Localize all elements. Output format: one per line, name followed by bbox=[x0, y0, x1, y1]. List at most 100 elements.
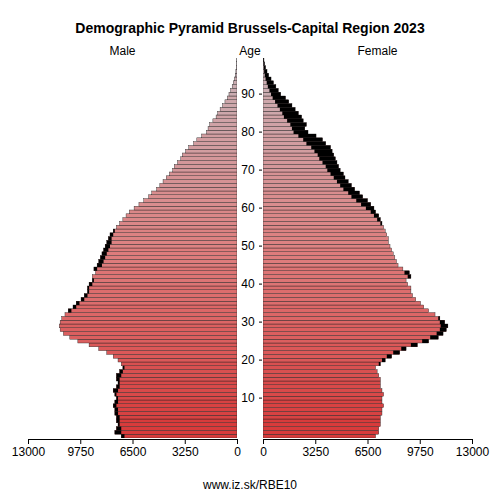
bar bbox=[89, 282, 237, 286]
excess-bar bbox=[422, 339, 428, 343]
bar bbox=[105, 244, 237, 248]
bar bbox=[60, 320, 237, 324]
bar bbox=[108, 237, 237, 241]
bar bbox=[107, 240, 237, 244]
excess-bar bbox=[294, 130, 308, 134]
bar bbox=[100, 256, 237, 260]
bar bbox=[263, 233, 387, 237]
excess-bar bbox=[377, 218, 380, 222]
tick-mark bbox=[259, 398, 262, 399]
axis-line bbox=[29, 440, 238, 445]
axis-line bbox=[264, 440, 473, 445]
excess-bar bbox=[371, 210, 376, 214]
bar bbox=[236, 58, 237, 62]
bar bbox=[263, 218, 380, 222]
bar bbox=[235, 73, 237, 77]
bar bbox=[182, 153, 237, 157]
bar bbox=[121, 434, 237, 438]
bar bbox=[263, 339, 429, 343]
tick-label: 0 bbox=[260, 445, 267, 459]
bar bbox=[263, 362, 380, 366]
age-axis: 102030405060708090 bbox=[241, 87, 262, 405]
excess-bar bbox=[118, 381, 120, 385]
bar bbox=[263, 123, 306, 127]
bar bbox=[263, 332, 443, 336]
bar bbox=[263, 267, 403, 271]
bar bbox=[202, 134, 237, 138]
bar bbox=[197, 138, 237, 142]
bar bbox=[263, 81, 273, 85]
bar bbox=[263, 180, 348, 184]
bar bbox=[263, 373, 379, 377]
bar bbox=[229, 92, 237, 96]
bar bbox=[263, 404, 384, 408]
bar bbox=[263, 411, 382, 415]
excess-bar bbox=[331, 172, 344, 176]
bar bbox=[263, 430, 379, 434]
excess-bar bbox=[104, 248, 109, 252]
excess-bar bbox=[263, 62, 264, 66]
excess-bar bbox=[118, 423, 120, 427]
bar bbox=[70, 335, 237, 339]
bar bbox=[263, 377, 380, 381]
bar bbox=[89, 343, 237, 347]
tick-label: 9750 bbox=[67, 445, 94, 459]
excess-bar bbox=[116, 373, 121, 377]
bar bbox=[189, 145, 237, 149]
excess-bar bbox=[282, 111, 298, 115]
bar bbox=[173, 168, 237, 172]
bar bbox=[263, 381, 380, 385]
excess-bar bbox=[102, 252, 107, 256]
tick-mark bbox=[259, 208, 262, 209]
bars-0 bbox=[59, 58, 237, 438]
bar bbox=[263, 282, 408, 286]
bar bbox=[263, 96, 286, 100]
bar bbox=[84, 294, 237, 298]
bar bbox=[263, 221, 382, 225]
excess-bar bbox=[87, 290, 89, 294]
bar bbox=[227, 96, 237, 100]
bar bbox=[263, 206, 374, 210]
bar bbox=[134, 206, 237, 210]
tick-label: 60 bbox=[241, 201, 255, 215]
series-label: Female bbox=[357, 44, 397, 58]
excess-bar bbox=[115, 411, 118, 415]
bar bbox=[263, 419, 380, 423]
bar bbox=[116, 377, 237, 381]
bar bbox=[92, 275, 237, 279]
excess-bar bbox=[361, 202, 371, 206]
bar bbox=[263, 134, 316, 138]
bar bbox=[139, 202, 237, 206]
tick: 13000 bbox=[12, 439, 46, 459]
tick-mark bbox=[259, 322, 262, 323]
tick-label: 70 bbox=[241, 163, 255, 177]
excess-bar bbox=[116, 415, 119, 419]
excess-bar bbox=[116, 396, 118, 400]
tick-label: 30 bbox=[241, 315, 255, 329]
bar bbox=[263, 88, 278, 92]
bar bbox=[113, 354, 237, 358]
tick-label: 3250 bbox=[302, 445, 329, 459]
bar bbox=[181, 157, 237, 161]
bar bbox=[118, 423, 237, 427]
tick-label: 6500 bbox=[120, 445, 147, 459]
bar bbox=[113, 389, 237, 393]
bar bbox=[263, 66, 266, 70]
excess-bar bbox=[351, 195, 362, 199]
bar bbox=[263, 191, 359, 195]
excess-bar bbox=[116, 419, 119, 423]
bar bbox=[263, 385, 380, 389]
excess-bar bbox=[441, 324, 448, 328]
bar bbox=[263, 389, 382, 393]
bar bbox=[68, 309, 237, 313]
bar bbox=[263, 153, 334, 157]
bar bbox=[263, 210, 376, 214]
tick: 6500 bbox=[355, 439, 382, 459]
excess-bar bbox=[311, 145, 330, 149]
bar bbox=[149, 195, 237, 199]
bar bbox=[116, 373, 237, 377]
tick-label: 13000 bbox=[456, 445, 490, 459]
bar bbox=[186, 149, 237, 153]
bar bbox=[263, 320, 445, 324]
bar bbox=[263, 187, 355, 191]
